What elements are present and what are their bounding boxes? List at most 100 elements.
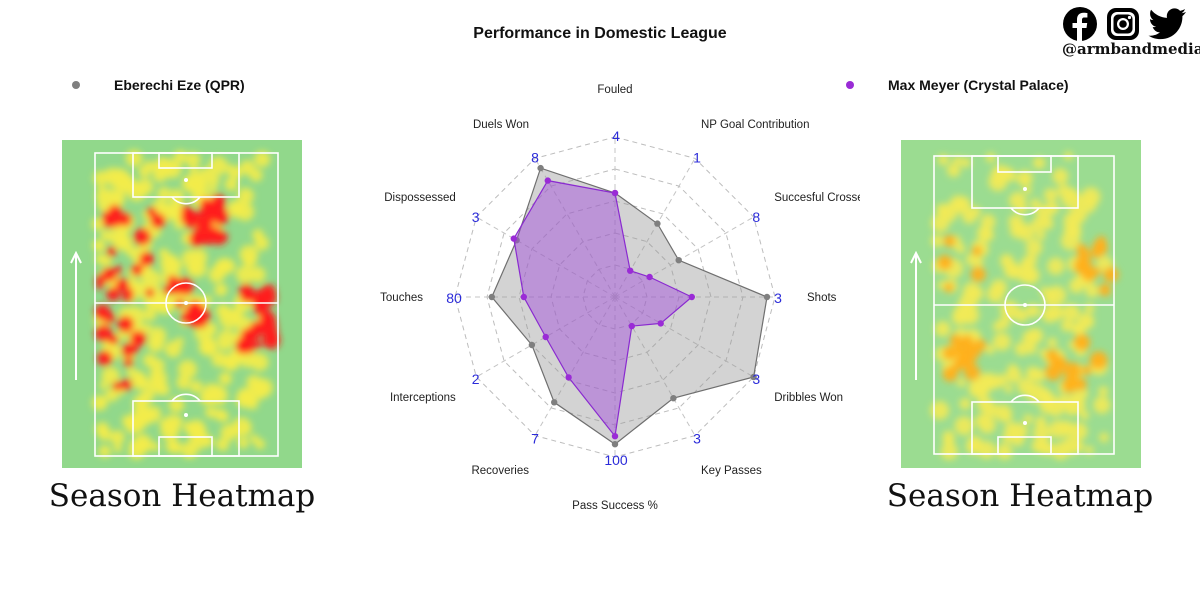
heatmap-spot: [243, 254, 257, 268]
heatmap-spot: [98, 445, 111, 458]
instagram-icon[interactable]: [1105, 6, 1141, 42]
heatmap-spot: [1081, 187, 1101, 207]
heatmap-spot: [188, 259, 207, 278]
heatmap-spot: [1036, 439, 1052, 455]
heatmap-spot: [204, 322, 218, 335]
heatmap-spot: [985, 344, 995, 355]
heatmap-spot: [1007, 172, 1017, 182]
heatmap-hotspot: [970, 266, 986, 282]
heatmap-spot: [1003, 262, 1020, 279]
heatmap-hotspot: [248, 325, 260, 337]
heatmap-spot: [101, 366, 120, 386]
heatmap-spot: [931, 214, 950, 233]
heatmap-spot: [197, 167, 214, 184]
heatmap-spot: [1062, 436, 1081, 455]
heatmap-spot: [175, 337, 184, 346]
radar-chart: 4 Fouled 1 NP Goal Contribution 8 Succesful C…: [380, 84, 860, 512]
heatmap-spot: [937, 154, 949, 166]
heatmap-hotspot: [971, 245, 983, 257]
heatmap-spot: [159, 248, 169, 258]
social-block: @armbandmedia: [1062, 6, 1200, 58]
chart-title: Performance in Domestic League: [473, 25, 727, 42]
radar-axis-max-label: 1: [693, 150, 701, 166]
radar-point-eze: [763, 293, 771, 301]
radar-axis-max-label: 2: [472, 371, 480, 387]
heatmap-hotspot: [121, 343, 136, 358]
heatmap-spot: [954, 416, 974, 436]
radar-point-eze: [528, 341, 536, 349]
heatmap-hotspot: [113, 265, 123, 275]
heatmap-spot: [157, 186, 171, 201]
radar-axis-label: Dispossessed: [384, 192, 456, 204]
heatmap-hotspot: [1082, 365, 1092, 376]
radar-axis-label: Interceptions: [390, 392, 456, 404]
heatmap-spot: [996, 443, 1013, 460]
radar-axis-label: NP Goal Contribution: [701, 119, 809, 131]
heatmap-spot: [953, 303, 974, 323]
heatmap-hotspot: [132, 336, 142, 345]
heatmap-spot: [1060, 231, 1081, 251]
radar-point-meyer: [611, 433, 619, 440]
heatmap-spot: [109, 168, 130, 188]
heatmap-hotspot: [208, 200, 218, 210]
facebook-icon[interactable]: [1062, 6, 1098, 42]
heatmap-hotspot: [123, 287, 134, 299]
heatmap-spot: [115, 232, 130, 247]
heatmap-spot: [91, 395, 108, 411]
heatmap-spot: [203, 437, 213, 446]
radar-point-meyer: [544, 177, 551, 184]
heatmap-spot: [253, 378, 273, 398]
heatmap-spot: [198, 337, 218, 356]
radar-axis-max-label: 3: [774, 290, 782, 306]
heatmap-hotspot: [133, 228, 151, 246]
heatmap-hotspot: [96, 350, 113, 367]
radar-point-eze: [675, 257, 682, 264]
attack-direction-arrow: [70, 250, 82, 380]
heatmap-spot: [237, 437, 249, 449]
heatmap-hotspot: [188, 300, 202, 314]
twitter-icon[interactable]: [1148, 6, 1188, 42]
heatmap-hotspot: [145, 288, 155, 298]
heatmap-hotspot: [263, 327, 279, 343]
heatmap-spot: [188, 419, 205, 436]
heatmap-spot: [208, 156, 228, 176]
radar-point-meyer: [657, 320, 664, 327]
heatmap-spot: [220, 258, 236, 274]
heatmap-spot: [930, 401, 950, 420]
heatmap-spot: [931, 234, 944, 248]
heatmap-spot: [254, 235, 269, 251]
heatmap-spot: [1022, 266, 1040, 285]
radar-point-eze: [750, 373, 757, 381]
heatmap-spot: [1019, 176, 1028, 185]
heatmap-spot: [113, 444, 123, 453]
heatmap-spot: [249, 266, 266, 283]
heatmap-hotspot: [1103, 267, 1119, 283]
heatmap-spot: [168, 397, 185, 413]
radar-axis-max-label: 3: [472, 209, 480, 225]
heatmap-spot: [162, 159, 182, 179]
heatmap-spot: [152, 168, 168, 183]
heatmap-spot: [125, 149, 143, 167]
heatmap-spot: [109, 430, 125, 445]
heatmap-spot: [1062, 303, 1080, 322]
heatmap-spot: [1065, 406, 1076, 416]
heatmap-spot: [956, 378, 966, 388]
heatmap-spot: [130, 280, 142, 292]
radar-axis-label: Key Passes: [701, 465, 762, 477]
heatmap-spot: [1069, 278, 1085, 294]
heatmap-spot: [1047, 337, 1058, 348]
heatmap-hotspot: [106, 287, 121, 302]
radar-axis-max-label: 100: [604, 452, 628, 468]
heatmap-spot: [214, 408, 227, 421]
heatmap-spot: [1035, 416, 1047, 428]
heatmap-hotspot: [139, 251, 154, 267]
heatmap-hotspot: [106, 246, 117, 257]
heatmap-spot: [1039, 286, 1049, 295]
heatmap-spot: [208, 184, 218, 194]
heatmap-hotspot: [102, 267, 117, 282]
heatmap-spot: [1027, 327, 1044, 344]
heatmap-spot: [214, 283, 228, 297]
radar-axis-label: Recoveries: [471, 465, 529, 477]
heatmap-spot: [1070, 422, 1088, 441]
heatmap-spot: [131, 372, 148, 390]
